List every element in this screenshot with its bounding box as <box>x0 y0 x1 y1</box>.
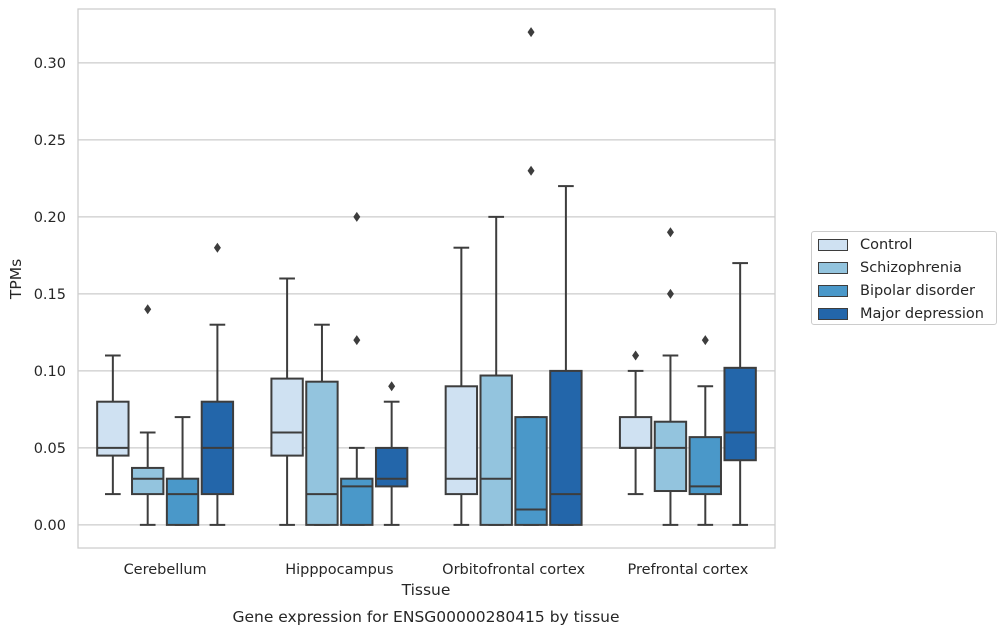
y-tick-labels: 0.00 0.05 0.10 0.15 0.20 0.25 0.30 <box>34 56 66 534</box>
box-iqr <box>479 374 513 526</box>
box-control <box>444 246 479 526</box>
legend-label: Bipolar disorder <box>860 283 975 299</box>
box-major-depression <box>374 381 409 526</box>
outlier-point <box>144 304 152 315</box>
box-bipolar-disorder <box>688 335 722 526</box>
boxes <box>96 27 757 526</box>
box-control <box>96 354 130 496</box>
x-tick-label: Prefrontal cortex <box>627 562 748 578</box>
chart-caption: Gene expression for ENSG00000280415 by t… <box>232 608 619 626</box>
legend-item: Major depression <box>818 304 984 324</box>
legend-swatch <box>818 262 848 274</box>
box-iqr <box>549 369 583 526</box>
legend-swatch <box>818 239 848 251</box>
x-axis-label: Tissue <box>401 581 451 599</box>
y-tick-label: 0.25 <box>34 133 66 149</box>
legend-item: Schizophrenia <box>818 258 962 278</box>
x-tick-labels: Cerebellum Hipppocampus Orbitofrontal cort… <box>124 562 749 578</box>
box-iqr <box>653 420 688 493</box>
box-control <box>618 350 653 496</box>
box-schizophrenia <box>653 227 688 526</box>
x-tick-label: Cerebellum <box>124 562 207 578</box>
box-schizophrenia <box>131 304 165 526</box>
legend-label: Major depression <box>860 306 984 322</box>
box-iqr <box>131 466 165 496</box>
y-tick-label: 0.05 <box>34 441 66 457</box>
box-iqr <box>305 380 339 526</box>
x-tick-label: Orbitofrontal cortex <box>442 562 585 578</box>
box-major-depression <box>723 262 757 526</box>
box-major-depression <box>549 185 583 526</box>
outlier-point <box>353 335 361 346</box>
outlier-point <box>666 288 674 299</box>
box-iqr <box>374 446 409 488</box>
y-tick-label: 0.20 <box>34 210 66 226</box>
y-tick-label: 0.10 <box>34 364 66 380</box>
box-iqr <box>688 436 722 496</box>
box-iqr <box>723 366 757 462</box>
outlier-point <box>527 27 535 38</box>
legend-item: Bipolar disorder <box>818 281 975 301</box>
box-schizophrenia <box>479 215 513 526</box>
outlier-point <box>213 242 221 253</box>
outlier-point <box>632 350 640 361</box>
legend-label: Control <box>860 237 913 253</box>
box-iqr <box>96 400 130 457</box>
outlier-point <box>353 211 361 222</box>
legend-swatch <box>818 285 848 297</box>
y-tick-label: 0.30 <box>34 56 66 72</box>
box-iqr <box>165 477 200 526</box>
box-schizophrenia <box>305 323 339 526</box>
outlier-point <box>527 165 535 176</box>
box-iqr <box>270 377 304 457</box>
y-tick-label: 0.00 <box>34 518 66 534</box>
outlier-point <box>666 227 674 238</box>
box-iqr <box>514 416 548 526</box>
box-bipolar-disorder <box>165 416 200 526</box>
x-tick-label: Hipppocampus <box>285 562 393 578</box>
legend-swatch <box>818 308 848 320</box>
legend: Control Schizophrenia Bipolar disorder Majo… <box>811 231 997 325</box>
legend-item: Control <box>818 235 912 255</box>
box-iqr <box>444 385 479 496</box>
box-bipolar-disorder <box>340 211 374 526</box>
outlier-point <box>701 335 709 346</box>
box-iqr <box>618 416 653 449</box>
outlier-point <box>388 381 396 392</box>
y-axis-label: TPMs <box>7 259 25 300</box>
box-major-depression <box>200 242 235 526</box>
box-bipolar-disorder <box>514 27 548 526</box>
y-tick-label: 0.15 <box>34 287 66 303</box>
box-control <box>270 277 304 526</box>
legend-label: Schizophrenia <box>860 260 962 276</box>
